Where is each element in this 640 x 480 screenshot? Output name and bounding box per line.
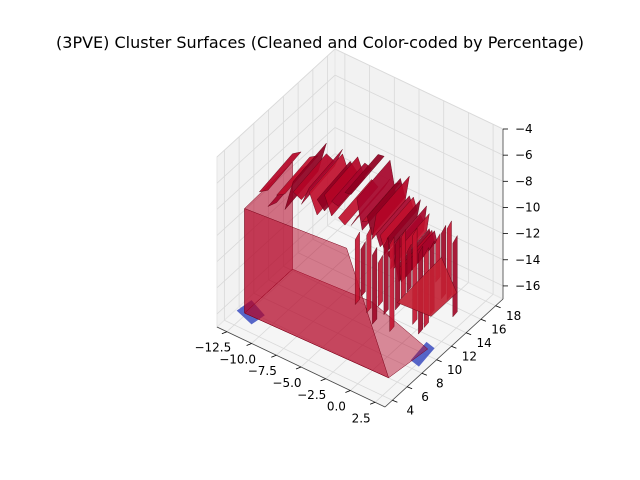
low-cluster-patch bbox=[410, 341, 435, 367]
high-cluster-facet bbox=[395, 235, 401, 311]
high-cluster-facet bbox=[366, 226, 372, 314]
y-tick bbox=[392, 399, 398, 403]
x-tick bbox=[271, 354, 277, 358]
y-tick bbox=[406, 386, 413, 390]
y-tick-label: 18 bbox=[506, 309, 521, 323]
grid-line-z bbox=[216, 48, 336, 158]
y-tick bbox=[421, 372, 428, 376]
grid-line-z bbox=[216, 101, 336, 210]
high-cluster-facet bbox=[452, 234, 458, 318]
x-tick-label: −5.0 bbox=[272, 376, 301, 390]
y-tick bbox=[480, 318, 487, 322]
x-tick-label: −7.5 bbox=[248, 364, 277, 378]
high-cluster-facet bbox=[383, 236, 389, 316]
y-tick bbox=[451, 345, 457, 349]
z-tick-label: −14 bbox=[515, 253, 540, 267]
y-axis-line bbox=[384, 298, 504, 408]
high-cluster-facet bbox=[360, 240, 366, 298]
high-cluster-facet bbox=[355, 231, 360, 306]
x-tick bbox=[345, 390, 351, 393]
grid-line-x bbox=[350, 282, 469, 391]
y-tick-label: 6 bbox=[421, 390, 429, 404]
y-tick bbox=[465, 332, 472, 336]
chart-title: (3PVE) Cluster Surfaces (Cleaned and Col… bbox=[56, 33, 584, 52]
y-tick-label: 12 bbox=[462, 349, 477, 363]
z-tick-labels: −16 −14 −12 −10 −8 −6 −4 bbox=[515, 122, 540, 293]
y-tick-label: 10 bbox=[447, 363, 462, 377]
high-cluster-facet bbox=[378, 254, 383, 308]
high-cluster-facet bbox=[401, 228, 406, 299]
x-tick-label: 2.5 bbox=[352, 411, 371, 425]
high-cluster-facet bbox=[344, 154, 385, 195]
x-tick bbox=[320, 378, 326, 382]
z-tick-label: −8 bbox=[515, 174, 533, 188]
x-tick-label: −10.0 bbox=[219, 352, 256, 366]
x-tick-label: −2.5 bbox=[297, 388, 326, 402]
x-tick-labels: −12.5−10.0−7.5−5.0−2.50.0 2.5 bbox=[194, 341, 370, 426]
x-tick bbox=[295, 366, 302, 370]
grid-line-z bbox=[216, 74, 336, 184]
x-tick bbox=[221, 331, 228, 335]
high-cluster-wall bbox=[244, 208, 390, 379]
y-tick-label: 14 bbox=[476, 336, 491, 350]
high-cluster-facet bbox=[389, 236, 395, 333]
x-tick-label: 0.0 bbox=[327, 400, 346, 414]
y-tick-label: 8 bbox=[436, 376, 444, 390]
high-cluster-facet bbox=[406, 243, 412, 293]
tick-marks bbox=[221, 128, 508, 405]
x-tick bbox=[246, 343, 252, 346]
y-tick bbox=[436, 359, 442, 363]
grid-line-z bbox=[334, 127, 504, 208]
high-cluster-facet bbox=[396, 256, 458, 317]
grid-line-z bbox=[334, 100, 504, 182]
z-tick-label: −16 bbox=[515, 279, 540, 293]
z-tick-label: −10 bbox=[515, 200, 540, 214]
z-tick-label: −4 bbox=[515, 122, 533, 136]
grid-line-z bbox=[334, 48, 504, 130]
z-tick-label: −6 bbox=[515, 148, 533, 162]
x-tick-label: −12.5 bbox=[194, 341, 231, 355]
y-tick bbox=[495, 305, 501, 309]
z-tick-label: −12 bbox=[515, 227, 540, 241]
y-tick-label: 4 bbox=[407, 403, 415, 417]
high-cluster-facet bbox=[258, 151, 302, 193]
grid-line-z bbox=[334, 74, 504, 156]
grid-line-y bbox=[224, 319, 393, 401]
y-tick-label: 16 bbox=[491, 322, 506, 336]
high-cluster-facet bbox=[372, 246, 378, 325]
x-tick bbox=[369, 401, 376, 405]
cluster-surfaces bbox=[236, 142, 458, 379]
